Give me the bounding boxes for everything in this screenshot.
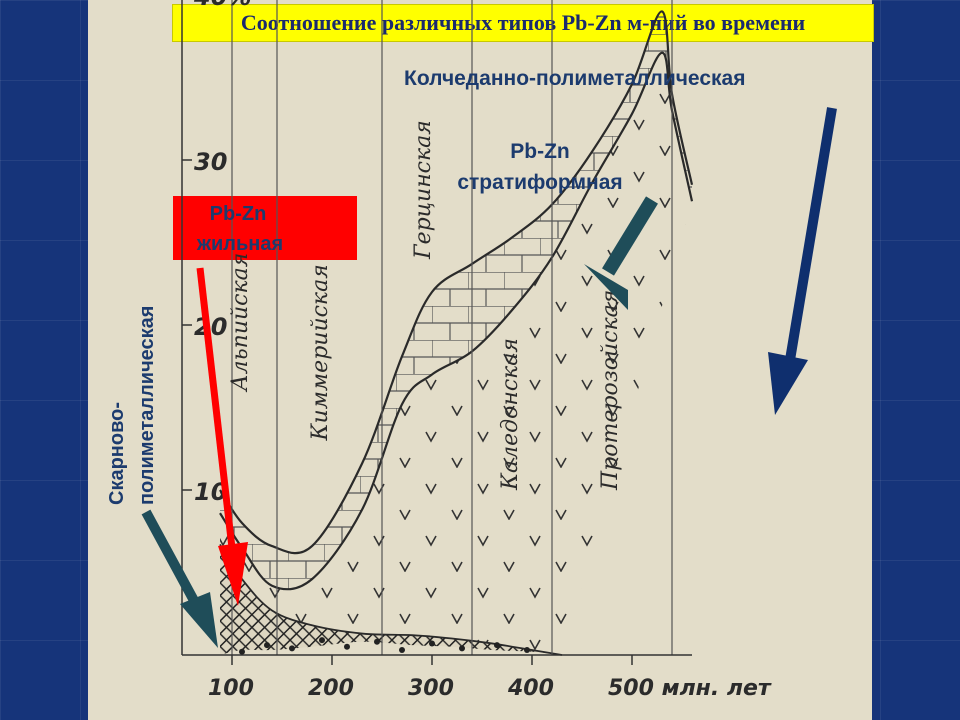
label-stratiform-line1: Pb-Zn — [510, 140, 569, 163]
skarn-dot — [399, 647, 405, 654]
vein-label-box — [173, 196, 357, 260]
stratiform-area — [220, 52, 692, 655]
label-vein-line1: Pb-Zn — [210, 203, 267, 225]
teal-arrow-stratiform — [584, 196, 658, 310]
period-label: Протерозойская — [598, 290, 623, 491]
label-stratiform-line2: стратиформная — [457, 171, 622, 194]
label-kolchedan: Колчеданно-полиметаллическая — [404, 67, 745, 90]
skarn-dot — [319, 637, 325, 644]
skarn-dot — [459, 645, 465, 652]
x-tick-label: 300 — [408, 676, 454, 701]
skarn-dot — [289, 645, 295, 652]
period-label: Киммерийская — [308, 264, 333, 441]
x-tick-label: 200 — [308, 676, 354, 701]
x-tick-label: 500 млн. лет — [608, 676, 772, 701]
y-tick-label: 40% — [193, 0, 251, 11]
vein-area — [220, 544, 562, 655]
label-skarn-line1: Скарново- — [106, 402, 128, 505]
skarn-dot — [374, 638, 380, 645]
label-skarn-line2: полиметаллическая — [136, 306, 158, 505]
axes — [181, 0, 692, 656]
teal-arrow-skarn — [141, 509, 218, 648]
navy-arrow-kolchedan — [768, 107, 837, 415]
x-tick-label: 100 — [208, 676, 254, 701]
skarn-dot — [264, 642, 270, 649]
vein-curve — [219, 543, 563, 656]
period-labels: Альпийская Киммерийская Герцинская Каледонс… — [228, 120, 623, 491]
kolchedan-area — [220, 11, 692, 590]
label-skarn: Скарново- полиметаллическая — [106, 306, 158, 505]
period-label: Каледонская — [498, 338, 523, 491]
skarn-dot — [494, 642, 500, 649]
skarn-dot — [239, 648, 245, 655]
period-label: Герцинская — [411, 120, 436, 260]
slide-title: Соотношение различных типов Pb-Zn м-ний … — [172, 4, 874, 42]
period-label: Альпийская — [228, 253, 253, 393]
label-vein-line2: жильная — [196, 233, 283, 255]
skarn-dot — [524, 647, 530, 654]
stratiform-curve — [219, 51, 694, 591]
red-arrow-vein — [196, 267, 248, 606]
skarn-dot — [344, 643, 350, 650]
y-tick-label: 30 — [194, 148, 227, 176]
skarn-dot — [429, 640, 435, 647]
x-tick-label: 400 — [507, 676, 554, 701]
